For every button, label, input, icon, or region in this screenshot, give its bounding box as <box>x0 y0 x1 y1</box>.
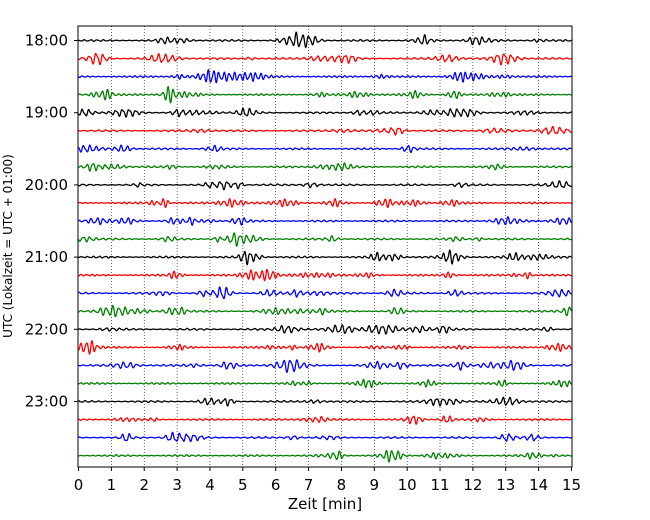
trace-line <box>78 249 572 266</box>
x-tick-label: 6 <box>271 476 281 494</box>
trace-line <box>78 107 572 118</box>
plot-area-background <box>78 26 572 467</box>
trace-line <box>78 144 572 154</box>
trace-line <box>78 324 572 335</box>
trace-line <box>78 198 572 209</box>
trace-line <box>78 268 572 282</box>
x-tick-label: 9 <box>370 476 380 494</box>
y-tick-label: 22:00 <box>25 320 68 338</box>
trace-line <box>78 216 572 226</box>
x-axis-ticks: 0 1 2 3 4 5 6 7 8 9 10 11 12 13 14 15 <box>74 467 581 494</box>
y-axis-label: UTC (Lokalzeit = UTC + 01:00) <box>1 154 15 338</box>
x-tick-label: 5 <box>238 476 248 494</box>
trace-line <box>78 305 573 318</box>
x-axis-label: Zeit [min] <box>288 495 362 513</box>
trace-line <box>78 378 572 389</box>
plot-frame <box>77 25 573 468</box>
x-tick-label: 1 <box>107 476 117 494</box>
y-tick-label: 18:00 <box>25 32 68 50</box>
trace-line <box>78 431 572 443</box>
trace-line <box>78 286 572 300</box>
x-tick-label: 0 <box>74 476 84 494</box>
trace-line <box>78 125 572 136</box>
y-tick-label: 23:00 <box>25 393 68 411</box>
x-tick-label: 14 <box>529 476 548 494</box>
x-tick-label: 15 <box>562 476 581 494</box>
y-tick-label: 21:00 <box>25 248 68 266</box>
x-tick-label: 3 <box>172 476 182 494</box>
trace-line <box>78 31 572 48</box>
trace-line <box>78 415 572 425</box>
trace-line <box>78 180 572 191</box>
trace-line <box>77 69 572 84</box>
x-tick-label: 2 <box>139 476 149 494</box>
x-tick-label: 12 <box>463 476 482 494</box>
trace-line <box>78 340 572 355</box>
trace-line <box>78 162 572 172</box>
trace-line <box>78 449 572 463</box>
trace-line <box>78 359 572 373</box>
x-tick-label: 8 <box>337 476 347 494</box>
trace-line <box>78 396 572 407</box>
x-tick-label: 10 <box>398 476 417 494</box>
x-tick-label: 13 <box>496 476 515 494</box>
trace-line <box>77 232 572 247</box>
trace-line <box>78 52 572 66</box>
seismic-traces <box>77 31 573 463</box>
y-tick-label: 20:00 <box>25 176 68 194</box>
x-tick-label: 7 <box>304 476 314 494</box>
x-tick-label: 11 <box>430 476 449 494</box>
trace-line <box>78 85 572 104</box>
y-tick-label: 19:00 <box>25 104 68 122</box>
x-tick-label: 4 <box>205 476 215 494</box>
y-axis-ticks: 18:00 19:00 20:00 21:00 22:00 23:00 <box>25 32 78 411</box>
